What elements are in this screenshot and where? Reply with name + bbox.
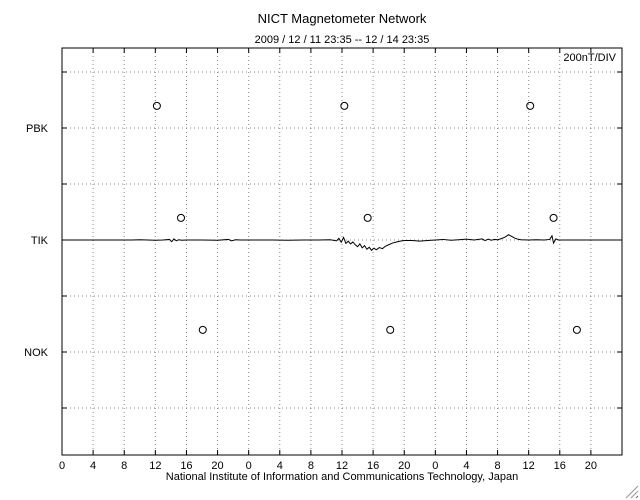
midnight-marker	[363, 213, 372, 222]
x-tick-label: 0	[246, 460, 252, 472]
x-tick-label: 4	[277, 460, 283, 472]
corner-grip-icon	[623, 483, 639, 499]
date-range-label: 2009 / 12 / 11 23:35 -- 12 / 14 23:35	[254, 34, 430, 46]
midnight-marker	[386, 325, 395, 334]
x-tick-label: 8	[308, 460, 314, 472]
x-tick-label: 12	[336, 460, 348, 472]
midnight-marker	[526, 101, 535, 110]
midnight-marker	[572, 325, 581, 334]
midnight-marker	[340, 101, 349, 110]
x-tick-label: 12	[523, 460, 535, 472]
axis-ticks	[61, 48, 623, 455]
midnight-marker	[152, 101, 161, 110]
x-tick-label: 20	[585, 460, 597, 472]
x-tick-label: 16	[554, 460, 566, 472]
station-label: TIK	[31, 235, 49, 247]
x-tick-label: 4	[463, 460, 469, 472]
midnight-marker	[177, 213, 185, 222]
x-tick-label: 8	[494, 460, 500, 472]
x-tick-label: 16	[180, 460, 192, 472]
scale-per-division-label: 200nT/DIV	[563, 52, 616, 64]
x-tick-label: 0	[432, 460, 438, 472]
station-label: PBK	[26, 123, 49, 135]
x-tick-label: 12	[149, 460, 161, 472]
x-tick-label: 4	[90, 460, 96, 472]
midnight-markers	[152, 101, 581, 334]
data-trace-tik	[62, 234, 622, 252]
footer-caption: National Institute of Information and Co…	[165, 471, 519, 483]
x-tick-label: 8	[121, 460, 127, 472]
midnight-marker	[198, 325, 207, 334]
station-labels: PBK TIK NOK	[24, 123, 49, 359]
x-tick-label: 16	[367, 460, 379, 472]
x-tick-label: 0	[59, 460, 65, 472]
midnight-marker	[549, 213, 558, 222]
station-label: NOK	[24, 347, 49, 359]
x-tick-label: 20	[398, 460, 410, 472]
page-title: NICT Magnetometer Network	[257, 11, 427, 26]
x-tick-labels: 0 4 8 12 16 20 0 4 8 12 16 20 0 4 8 12 16 20	[59, 460, 597, 472]
x-tick-label: 20	[211, 460, 223, 472]
